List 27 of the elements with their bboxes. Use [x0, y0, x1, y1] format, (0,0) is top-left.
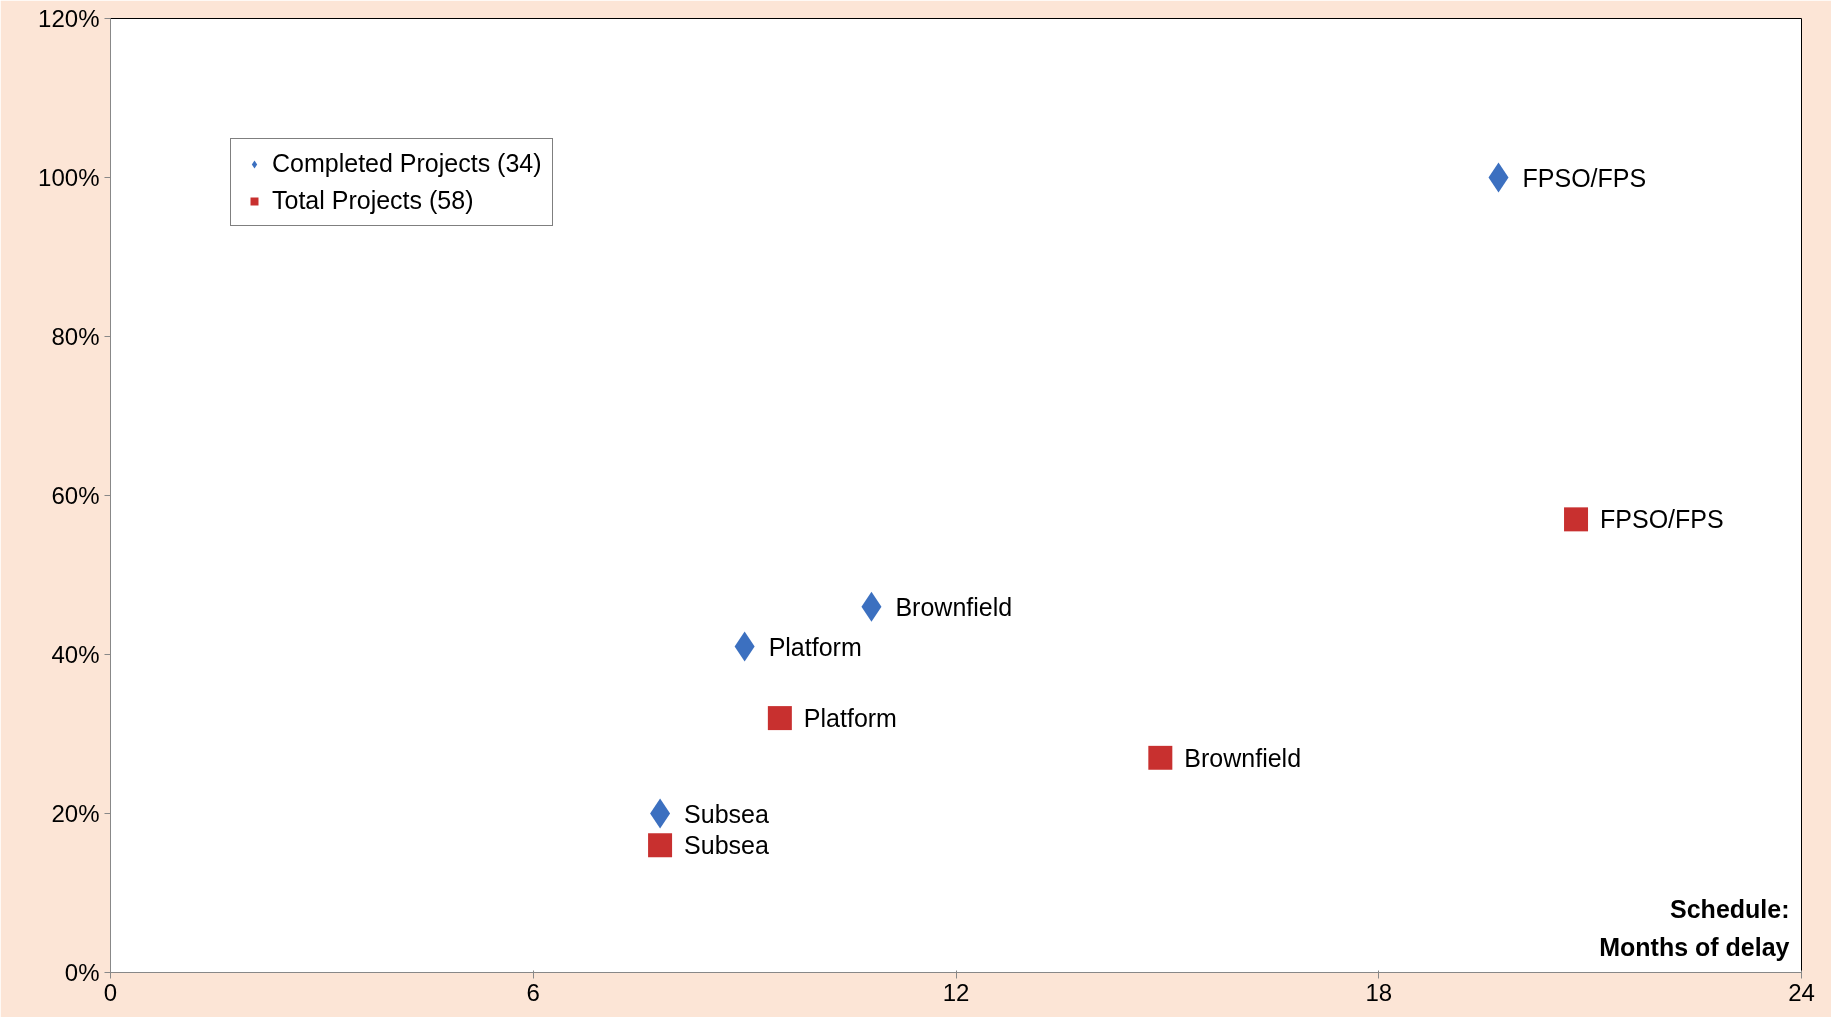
y-tick-label: 0% [64, 959, 100, 986]
point [767, 706, 792, 731]
x-tick-label: 0 [103, 978, 118, 1006]
x-tick-label: 18 [1365, 978, 1393, 1006]
x-axis-title: Schedule: Months of delay [1599, 894, 1790, 961]
annotation: Brownfield [895, 592, 1013, 621]
x-tick-label: 6 [526, 978, 540, 1006]
annotation: FPSO/FPS [1522, 163, 1647, 192]
y-tick-label: 20% [51, 800, 100, 827]
point [1148, 745, 1173, 770]
point [1564, 507, 1589, 532]
legend-label: Completed Projects (34) [272, 149, 542, 178]
annotation: Subsea [684, 831, 769, 860]
annotation: Platform [768, 632, 862, 661]
y-tick-label: 120% [38, 5, 100, 32]
annotation: Brownfield [1184, 743, 1302, 772]
x-tick-label: 12 [942, 978, 970, 1006]
annotation: Platform [803, 704, 897, 733]
legend-label: Total Projects (58) [272, 186, 474, 215]
x-tick-label: 24 [1788, 978, 1815, 1006]
y-tick-label: 80% [51, 323, 100, 350]
y-tick-label: 60% [51, 482, 100, 509]
annotation: FPSO/FPS [1600, 505, 1724, 534]
y-tick-label: 40% [51, 641, 100, 668]
annotation: Subsea [684, 799, 769, 828]
point [648, 833, 673, 858]
y-tick-label: 100% [38, 164, 100, 191]
